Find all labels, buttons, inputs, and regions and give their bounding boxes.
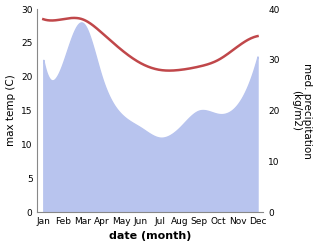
- X-axis label: date (month): date (month): [109, 231, 192, 242]
- Y-axis label: med. precipitation
(kg/m2): med. precipitation (kg/m2): [291, 62, 313, 159]
- Y-axis label: max temp (C): max temp (C): [5, 75, 16, 146]
